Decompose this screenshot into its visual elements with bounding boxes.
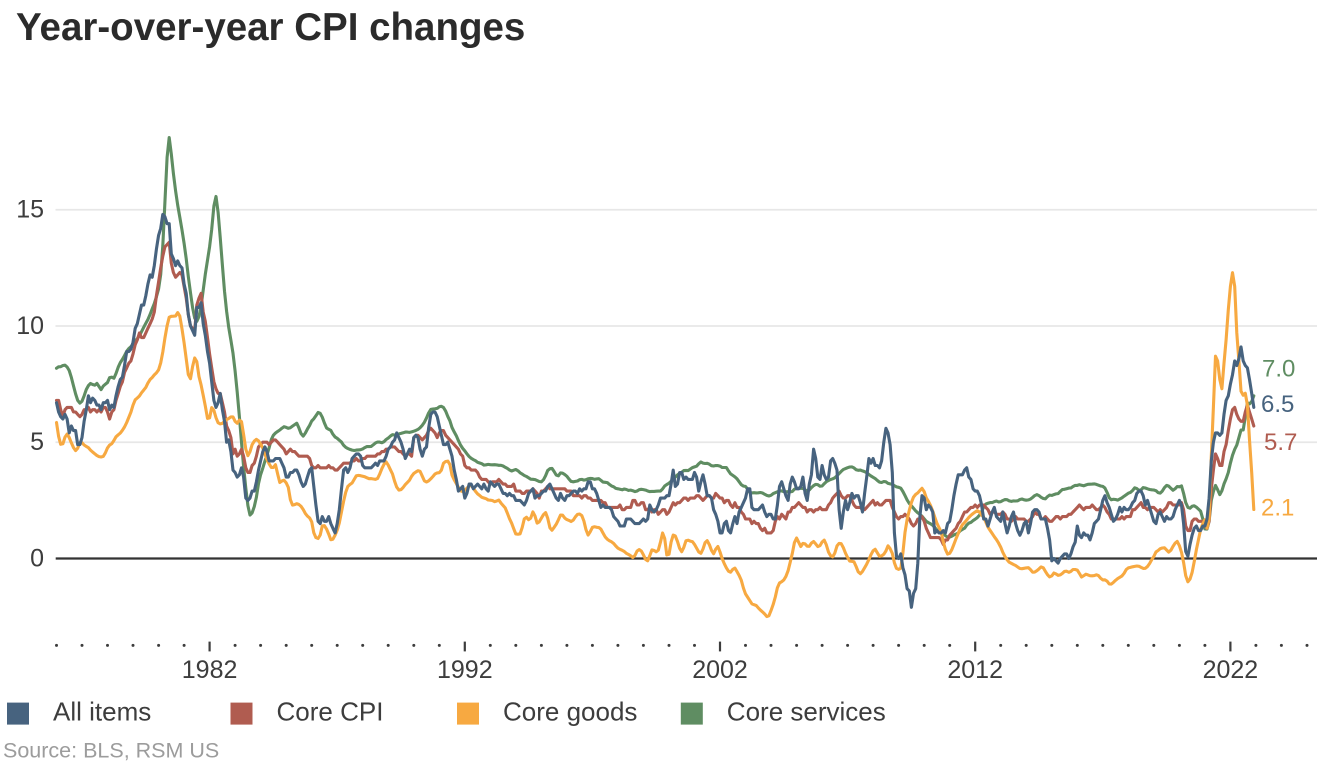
svg-text:10: 10 xyxy=(16,312,44,340)
svg-text:Core CPI: Core CPI xyxy=(277,696,384,726)
svg-text:6.5: 6.5 xyxy=(1261,391,1294,418)
svg-text:Core goods: Core goods xyxy=(503,696,637,726)
svg-text:7.0: 7.0 xyxy=(1262,356,1295,383)
svg-text:5.7: 5.7 xyxy=(1264,429,1297,456)
svg-text:2022: 2022 xyxy=(1203,656,1259,684)
svg-text:15: 15 xyxy=(16,196,44,224)
svg-text:Year-over-year CPI changes: Year-over-year CPI changes xyxy=(16,6,525,49)
svg-text:All items: All items xyxy=(53,696,151,726)
svg-text:2002: 2002 xyxy=(692,656,748,684)
svg-text:1992: 1992 xyxy=(437,656,493,684)
svg-text:Core services: Core services xyxy=(727,696,886,726)
svg-text:2.1: 2.1 xyxy=(1261,495,1294,522)
svg-text:0: 0 xyxy=(30,544,44,572)
svg-text:5: 5 xyxy=(30,428,44,456)
svg-text:1982: 1982 xyxy=(182,656,238,684)
svg-text:Source: BLS, RSM US: Source: BLS, RSM US xyxy=(3,739,219,763)
svg-text:2012: 2012 xyxy=(947,656,1003,684)
